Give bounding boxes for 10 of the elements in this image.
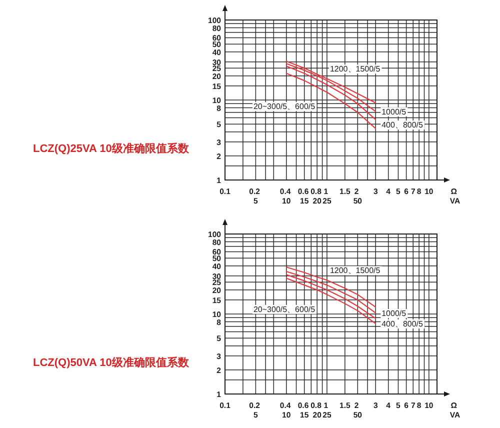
text: LCZ(Q)50VA 10级准确限值系数 <box>33 356 190 369</box>
series-label: 20~300/5、600/5 <box>253 304 316 314</box>
series-label: 1000/5 <box>382 107 407 116</box>
series-label: 1200、1500/5 <box>330 266 381 276</box>
series-label: 1000/5 <box>382 308 407 318</box>
series-label: 400、800/5 <box>382 120 424 130</box>
series-label: 400、800/5 <box>382 319 424 328</box>
series-label: 1200、1500/5 <box>330 64 381 74</box>
text: LCZ(Q)25VA 10级准确限值系数 <box>33 142 190 155</box>
series-label: 20~300/5、600/5 <box>253 102 316 112</box>
